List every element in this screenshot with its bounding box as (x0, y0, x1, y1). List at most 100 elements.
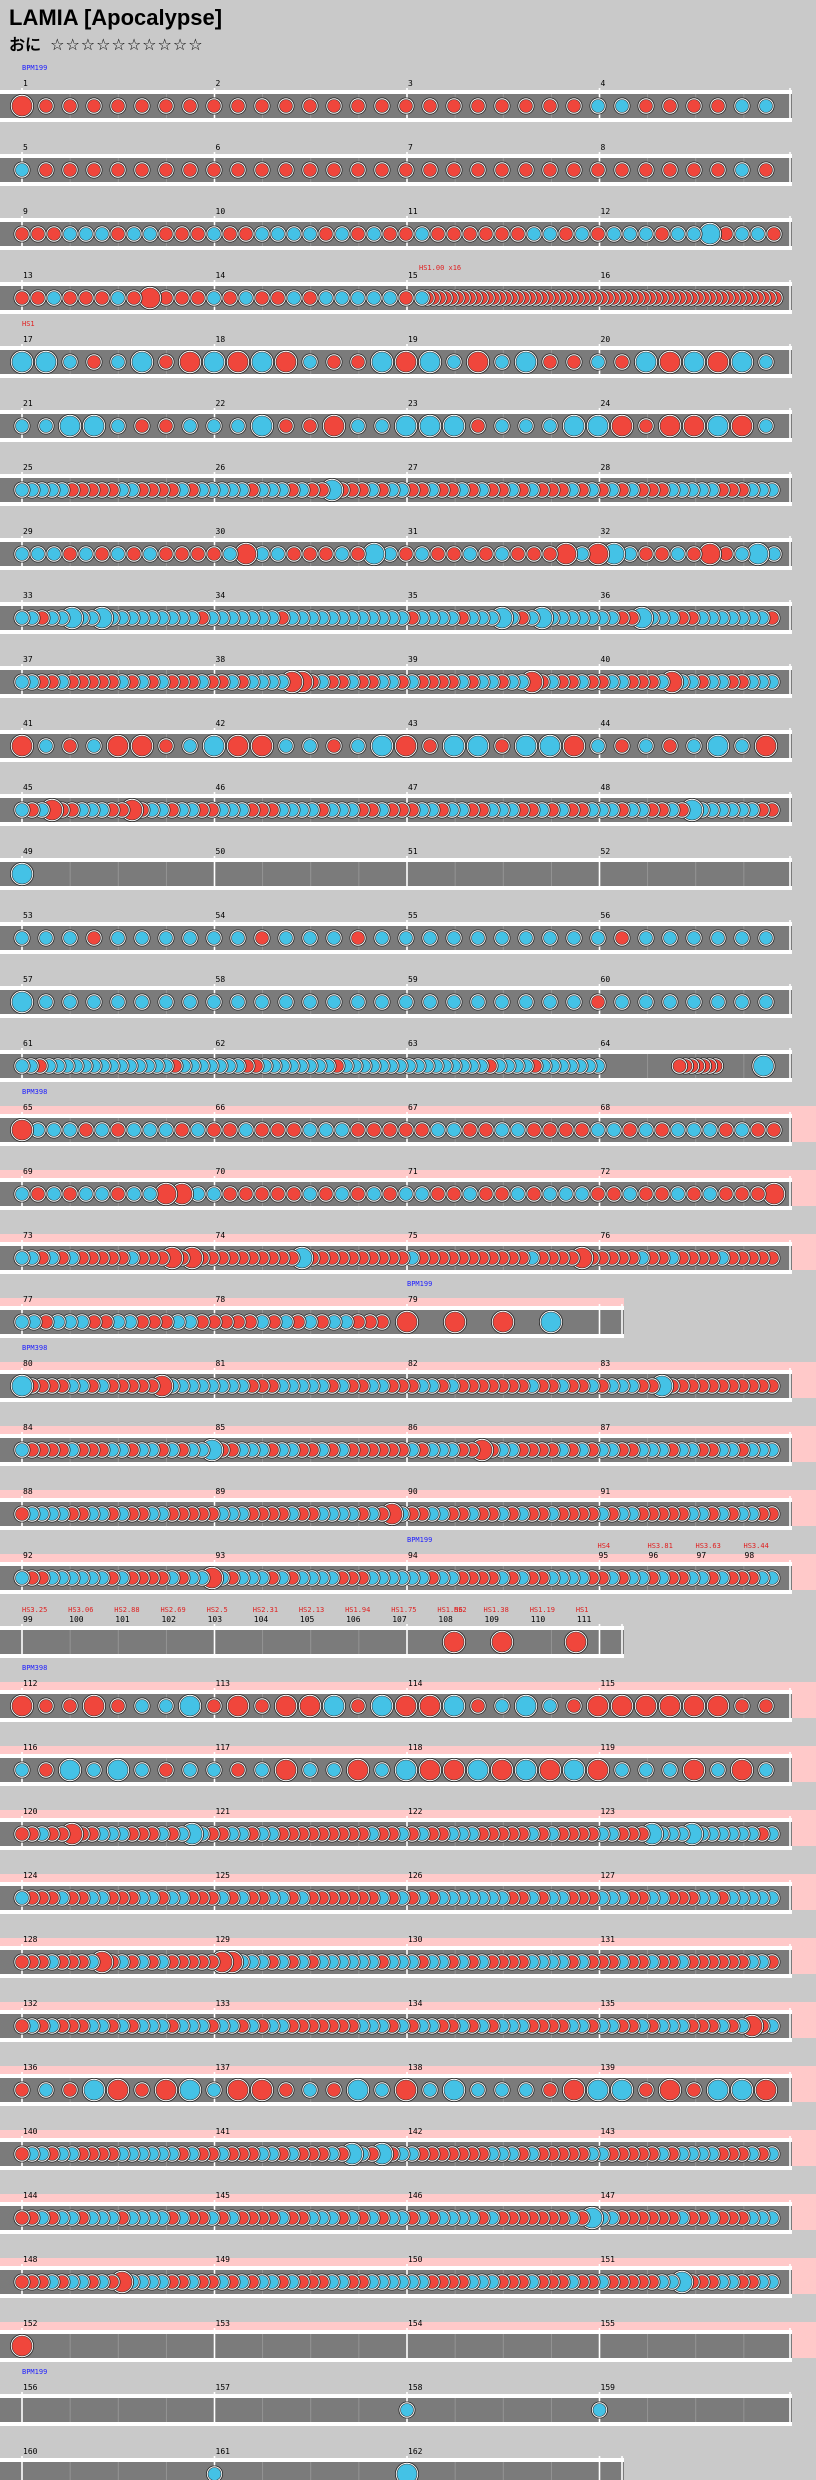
measure-number: 156 (23, 2383, 38, 2392)
don-note (479, 227, 493, 241)
big-ka-note (251, 351, 273, 373)
ka-note (519, 2083, 533, 2097)
ka-note (335, 291, 349, 305)
big-ka-note (515, 1759, 537, 1781)
don-note (615, 931, 629, 945)
ka-note (111, 547, 125, 561)
don-note (655, 1187, 669, 1201)
ka-note (15, 163, 29, 177)
ka-note (79, 547, 93, 561)
measure-number: 149 (216, 2255, 231, 2264)
don-note (63, 163, 77, 177)
measure-number: 132 (23, 1999, 38, 2008)
ka-note (751, 227, 765, 241)
measure-number: 81 (216, 1359, 226, 1368)
ka-note (543, 1187, 557, 1201)
measure-number: 162 (408, 2447, 423, 2456)
ka-note (471, 995, 485, 1009)
big-ka-note (515, 351, 537, 373)
don-note (447, 163, 461, 177)
measure-number: 80 (23, 1359, 33, 1368)
don-note (471, 1699, 485, 1713)
ka-note (135, 1763, 149, 1777)
scroll-speed-label: HS1.19 (530, 1606, 555, 1614)
don-note (271, 1123, 285, 1137)
don-note (479, 547, 493, 561)
measure-number: 58 (216, 975, 226, 984)
ka-note (79, 1187, 93, 1201)
ka-note (711, 1763, 725, 1777)
measure-number: 50 (216, 847, 226, 856)
measure-number: 69 (23, 1167, 33, 1176)
don-note (159, 547, 173, 561)
ka-note (735, 227, 749, 241)
ka-note (687, 995, 701, 1009)
measure-number: 129 (216, 1935, 231, 1944)
scroll-speed-label: HS2.31 (253, 1606, 278, 1614)
ka-note (400, 2403, 414, 2417)
ka-note (63, 995, 77, 1009)
measure-number: 57 (23, 975, 33, 984)
measure-number: 116 (23, 1743, 38, 1752)
measure-number: 144 (23, 2191, 38, 2200)
don-note (231, 1763, 245, 1777)
don-note (615, 163, 629, 177)
big-ka-note (443, 735, 465, 757)
measure-number: 43 (408, 719, 418, 728)
ka-note (495, 2083, 509, 2097)
ka-note (447, 1123, 461, 1137)
don-note (327, 739, 341, 753)
don-note (15, 1507, 29, 1521)
ka-note (135, 931, 149, 945)
measure-number: 75 (408, 1231, 418, 1240)
ka-note (15, 419, 29, 433)
course-info: おに ☆☆☆☆☆☆☆☆☆☆ (9, 34, 204, 56)
big-ka-note (467, 1759, 489, 1781)
measure-number: 5 (23, 143, 28, 152)
ka-note (15, 803, 29, 817)
measure-number: 9 (23, 207, 28, 216)
don-note (351, 99, 365, 113)
big-ka-note (131, 351, 153, 373)
measure-number: 113 (216, 1679, 231, 1688)
ka-note (567, 931, 581, 945)
measure-number: 99 (23, 1615, 33, 1624)
ka-note (287, 227, 301, 241)
measure-number: 25 (23, 463, 33, 472)
big-don-note (395, 735, 417, 757)
ka-note (63, 931, 77, 945)
ka-note (735, 739, 749, 753)
measure-number: 91 (601, 1487, 611, 1496)
measure-number: 105 (300, 1615, 315, 1624)
scroll-speed-label: HS1.75 (391, 1606, 416, 1614)
don-note (255, 931, 269, 945)
measure-number: 60 (601, 975, 611, 984)
scroll-speed-label: HS3.06 (68, 1606, 93, 1614)
measure-number: 109 (485, 1615, 500, 1624)
ka-note (335, 1123, 349, 1137)
bpm-change-label: BPM398 (22, 1344, 47, 1352)
don-note (751, 1123, 765, 1137)
big-don-note (707, 1695, 729, 1717)
ka-note (207, 931, 221, 945)
big-don-note (659, 2079, 681, 2101)
ka-note (735, 163, 749, 177)
don-note (127, 291, 141, 305)
don-note (591, 1187, 605, 1201)
measure-number: 122 (408, 1807, 423, 1816)
ka-note (95, 227, 109, 241)
big-don-note (83, 1695, 105, 1717)
measure-number: 102 (161, 1615, 176, 1624)
ka-note (279, 931, 293, 945)
ka-note (639, 1763, 653, 1777)
don-note (735, 1187, 749, 1201)
don-note (319, 1187, 333, 1201)
ka-note (183, 1763, 197, 1777)
measure-number: 21 (23, 399, 33, 408)
don-note (303, 163, 317, 177)
big-don-note (227, 735, 249, 757)
ka-note (319, 291, 333, 305)
ka-note (607, 227, 621, 241)
don-note (687, 2083, 701, 2097)
don-note (79, 1123, 93, 1137)
